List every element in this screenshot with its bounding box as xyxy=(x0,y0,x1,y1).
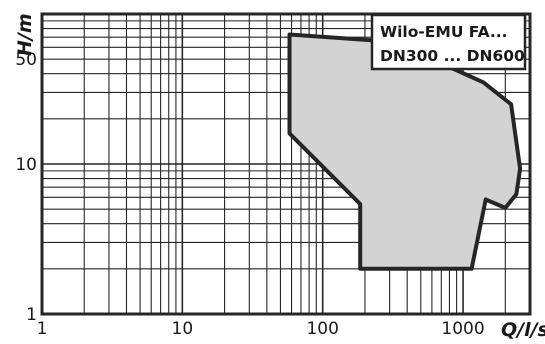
plot-frame xyxy=(40,12,532,316)
y-tick-labels: 1 10 50 xyxy=(15,50,37,325)
legend-box xyxy=(370,13,527,71)
x-tick-label: 10 xyxy=(172,319,194,339)
y-tick-label: 1 xyxy=(26,305,37,325)
x-tick-label: 100 xyxy=(306,319,338,339)
x-tick-label: 1 xyxy=(37,319,48,339)
y-axis-label: H/m xyxy=(14,13,36,56)
y-tick-label: 50 xyxy=(15,50,37,70)
x-axis-label: Q/l/s xyxy=(501,319,545,341)
y-tick-label: 10 xyxy=(15,155,37,175)
x-tick-labels: 1 10 100 1000 xyxy=(37,319,485,339)
legend-line-1: Wilo-EMU FA... xyxy=(380,23,508,41)
legend-line-2: DN300 ... DN600 xyxy=(380,47,525,65)
chart-legend: Wilo-EMU FA... DN300 ... DN600 xyxy=(370,13,527,71)
x-tick-label: 1000 xyxy=(441,319,484,339)
